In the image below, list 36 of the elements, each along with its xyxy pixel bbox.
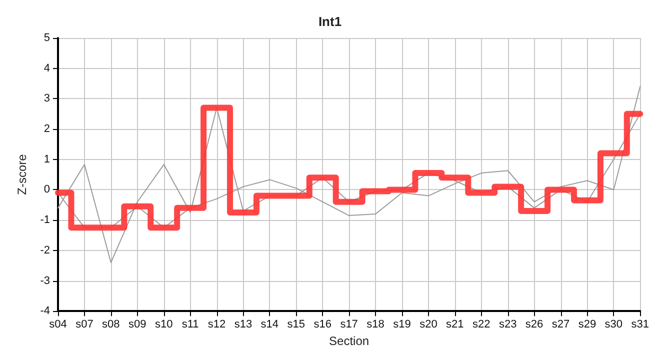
x-tick-label: s07	[76, 318, 94, 331]
y-tick-label: 5	[44, 32, 50, 44]
x-tick-label: s23	[498, 318, 517, 331]
y-axis-title: Z-score	[15, 154, 29, 195]
x-tick-label: s04	[49, 318, 67, 331]
x-tick-label: s29	[578, 318, 596, 331]
x-tick-label: s21	[446, 318, 464, 331]
chart-title: Int1	[318, 14, 342, 29]
x-tick-label: s30	[604, 318, 623, 331]
x-axis-title: Section	[329, 334, 370, 348]
x-tick-label: s31	[631, 318, 650, 331]
x-tick-label: s20	[420, 318, 438, 331]
x-tick-label: s11	[182, 318, 199, 331]
x-tick-label: s10	[154, 318, 173, 331]
y-tick-label: 3	[44, 92, 50, 105]
y-tick-label: 1	[44, 153, 50, 166]
x-tick-label: s08	[102, 318, 120, 331]
y-tick-label: 4	[44, 62, 50, 74]
y-tick-label: 0	[44, 184, 50, 196]
x-tick-label: s13	[234, 318, 252, 331]
x-tick-label: s27	[552, 318, 570, 331]
x-tick-label: s18	[366, 318, 384, 331]
x-tick-label: s15	[287, 318, 306, 331]
x-tick-label: s12	[208, 318, 226, 331]
y-tick-label: 2	[44, 123, 50, 136]
x-tick-label: s22	[472, 318, 490, 331]
y-tick-label: -1	[40, 214, 50, 226]
x-tick-label: s26	[525, 318, 544, 331]
x-tick-label: s09	[128, 318, 146, 331]
y-tick-label: -3	[40, 274, 50, 287]
x-tick-label: s17	[340, 318, 358, 331]
x-tick-label: s19	[393, 318, 411, 331]
x-tick-label: s16	[314, 318, 332, 331]
y-tick-label: -2	[40, 244, 50, 256]
y-tick-label: -4	[40, 305, 50, 318]
x-tick-label: s14	[260, 318, 279, 331]
